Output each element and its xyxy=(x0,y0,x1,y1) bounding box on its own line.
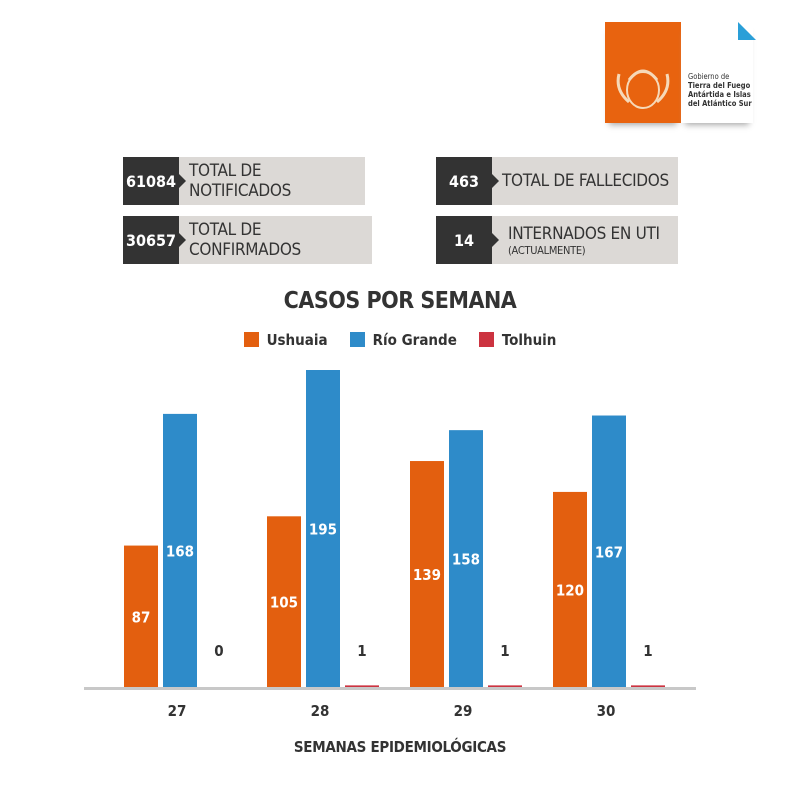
logo-card xyxy=(681,22,753,123)
bar-ushuaia xyxy=(267,516,301,687)
legend-item-rio-grande: Río Grande xyxy=(349,331,457,349)
data-label: 158 xyxy=(452,551,480,569)
bar-chart: 87 168 0 27 105 195 1 28 139 158 1 29 120 167 1 30 xyxy=(84,370,696,720)
stat-label: TOTAL DE FALLECIDOS xyxy=(502,171,669,191)
stat-value: 463 xyxy=(436,157,499,205)
data-label: 120 xyxy=(556,581,584,599)
x-tick-label: 27 xyxy=(168,702,187,720)
bar-ushuaia xyxy=(410,461,444,687)
bar-río-grande xyxy=(163,413,197,687)
bar-ushuaia xyxy=(553,491,587,687)
bar-río-grande xyxy=(306,370,340,687)
chart-legend: Ushuaia Río Grande Tolhuin xyxy=(0,331,800,349)
bar-río-grande xyxy=(592,415,626,687)
data-label: 1 xyxy=(357,642,366,660)
data-label: 87 xyxy=(132,608,151,626)
data-label: 139 xyxy=(413,566,441,584)
bar-tolhuin xyxy=(488,685,522,687)
data-label: 195 xyxy=(309,521,337,539)
data-label: 105 xyxy=(270,594,298,612)
bar-tolhuin xyxy=(631,685,665,687)
government-logo xyxy=(605,22,681,123)
data-label: 168 xyxy=(166,542,194,560)
stat-internados-uti: 14 INTERNADOS EN UTI (ACTUALMENTE) xyxy=(436,216,678,264)
stat-label: TOTAL DE NOTIFICADOS xyxy=(189,161,291,201)
bar-ushuaia xyxy=(124,545,158,687)
stat-value: 14 xyxy=(436,216,499,264)
stat-confirmados: 30657 TOTAL DE CONFIRMADOS xyxy=(123,216,372,264)
data-label: 0 xyxy=(214,642,223,660)
stat-label: TOTAL DE CONFIRMADOS xyxy=(189,220,301,260)
stat-sublabel: (ACTUALMENTE) xyxy=(508,243,586,257)
logo-line: Tierra del Fuego xyxy=(688,81,751,90)
x-tick-label: 28 xyxy=(311,702,330,720)
bar-tolhuin xyxy=(345,685,379,687)
x-tick-label: 30 xyxy=(597,702,616,720)
legend-item-tolhuin: Tolhuin xyxy=(478,331,557,349)
chart-title: CASOS POR SEMANA xyxy=(283,288,517,314)
stat-value: 30657 xyxy=(123,216,186,264)
x-axis-line xyxy=(84,687,696,690)
data-label: 1 xyxy=(643,642,652,660)
logo-line: Gobierno de xyxy=(688,72,730,81)
legend-label: Río Grande xyxy=(372,331,457,349)
data-label: 1 xyxy=(500,642,509,660)
stat-value: 61084 xyxy=(123,157,186,205)
legend-swatch xyxy=(478,332,494,347)
data-label: 167 xyxy=(595,543,623,561)
logo-text: Gobierno de Tierra del Fuego Antártida e… xyxy=(688,72,752,108)
stat-fallecidos: 463 TOTAL DE FALLECIDOS xyxy=(436,157,678,205)
stat-notificados: 61084 TOTAL DE NOTIFICADOS xyxy=(123,157,365,205)
coat-of-arms-icon xyxy=(616,69,670,109)
stat-label: INTERNADOS EN UTI xyxy=(508,223,660,244)
legend-label: Ushuaia xyxy=(266,331,328,349)
legend-swatch xyxy=(243,332,259,347)
logo-line: Antártida e Islas xyxy=(688,90,751,99)
bar-río-grande xyxy=(449,430,483,687)
x-tick-label: 29 xyxy=(454,702,473,720)
legend-item-ushuaia: Ushuaia xyxy=(243,331,328,349)
legend-label: Tolhuin xyxy=(501,331,557,349)
legend-swatch xyxy=(349,332,365,347)
x-axis-label: SEMANAS EPIDEMIOLÓGICAS xyxy=(293,738,507,756)
logo-line: del Atlántico Sur xyxy=(688,99,752,108)
